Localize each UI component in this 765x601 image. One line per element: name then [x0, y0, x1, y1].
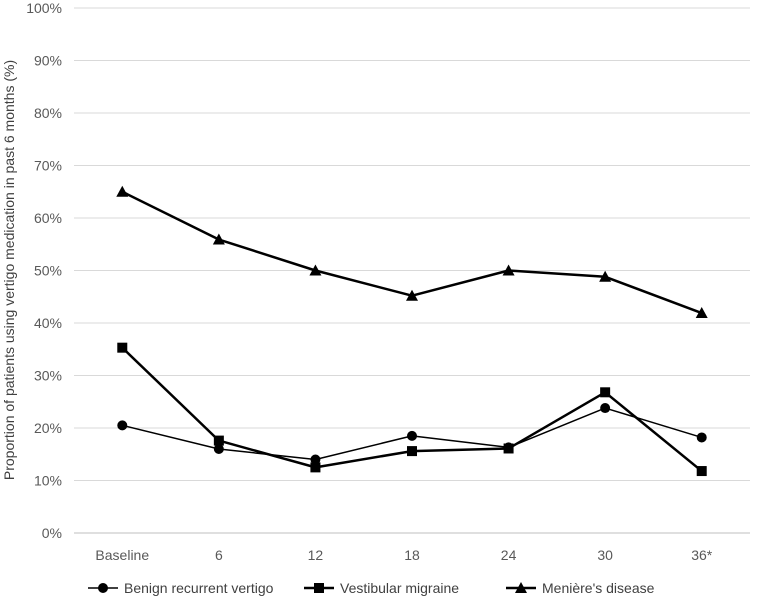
data-point — [116, 185, 129, 197]
gridlines — [74, 7, 750, 534]
legend-item: Benign recurrent vertigo — [88, 580, 274, 596]
legend-label: Menière's disease — [542, 580, 655, 596]
x-tick-label: 30 — [597, 547, 613, 563]
x-tick-labels: Baseline 6 12 18 24 30 36* — [95, 547, 712, 563]
series-square — [117, 342, 707, 477]
series-triangle — [116, 185, 708, 319]
x-tick-label: 18 — [404, 547, 420, 563]
y-tick-label: 90% — [34, 53, 62, 69]
data-point — [503, 443, 514, 454]
data-point — [502, 264, 515, 276]
x-tick-label: 36* — [691, 547, 713, 563]
x-tick-label: 12 — [308, 547, 324, 563]
data-point — [213, 444, 224, 454]
data-point — [600, 403, 611, 414]
legend-item: Menière's disease — [506, 580, 655, 596]
data-point — [310, 454, 321, 465]
legend: Benign recurrent vertigo Vestibular migra… — [88, 580, 655, 596]
legend-item: Vestibular migraine — [304, 580, 459, 596]
legend-marker — [314, 583, 324, 593]
x-tick-label: Baseline — [95, 547, 149, 563]
data-point — [696, 432, 707, 443]
data-point — [213, 435, 224, 446]
data-point — [117, 342, 128, 353]
y-tick-labels: 0% 10% 20% 30% 40% 50% 60% 70% 80% 90% 100% — [26, 0, 62, 541]
data-point — [406, 289, 418, 301]
legend-marker — [98, 583, 108, 593]
data-point — [696, 466, 707, 477]
data-point — [310, 462, 321, 473]
y-tick-label: 50% — [34, 263, 62, 279]
y-tick-label: 100% — [26, 0, 62, 16]
y-tick-label: 40% — [34, 315, 62, 331]
y-tick-label: 60% — [34, 210, 62, 226]
data-point — [309, 264, 322, 276]
data-point — [599, 270, 612, 282]
y-tick-label: 70% — [34, 158, 62, 174]
legend-marker — [515, 582, 527, 593]
y-tick-label: 30% — [34, 368, 62, 384]
data-point — [600, 387, 611, 398]
y-tick-label: 80% — [34, 105, 62, 121]
y-tick-label: 0% — [42, 525, 62, 541]
data-point — [407, 446, 417, 457]
data-point — [212, 233, 225, 245]
series-group — [116, 185, 708, 477]
y-axis-label: Proportion of patients using vertigo med… — [1, 60, 17, 480]
legend-label: Benign recurrent vertigo — [124, 580, 274, 596]
x-tick-label: 6 — [215, 547, 223, 563]
data-point — [117, 420, 128, 431]
data-point — [695, 307, 708, 319]
legend-label: Vestibular migraine — [340, 580, 459, 596]
data-point — [407, 430, 417, 441]
y-tick-label: 10% — [34, 473, 62, 489]
x-tick-label: 24 — [501, 547, 517, 563]
y-tick-label: 20% — [34, 420, 62, 436]
series-circle — [117, 403, 707, 465]
